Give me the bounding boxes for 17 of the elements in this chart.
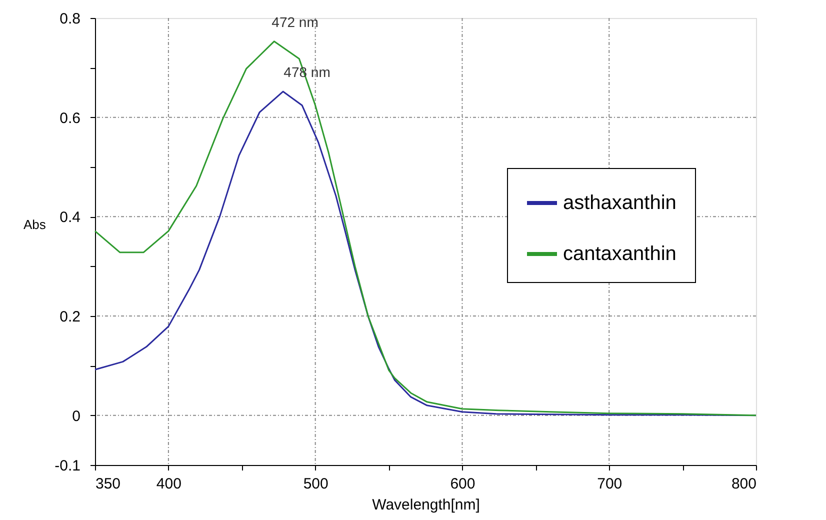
legend-label: cantaxanthin [563,243,676,265]
x-tick-label: 400 [156,476,182,492]
x-axis-title: Wavelength[nm] [372,496,480,514]
x-tick-label: 700 [597,476,622,492]
y-tick-label: 0.2 [60,308,80,326]
y-tick-label: 0.8 [60,10,80,28]
y-tick-label: -0.1 [54,458,80,474]
y-tick-label: 0.4 [60,209,80,226]
x-tick-label: 800 [731,476,756,492]
y-tick-label: 0.6 [60,110,80,127]
y-axis-title: Abs [24,217,46,232]
x-tick-label: 350 [96,476,121,492]
x-tick-label: 500 [303,476,328,492]
legend-label: asthaxanthin [563,192,676,214]
x-tick-label: 600 [450,476,476,492]
annotation: 472 nm [272,14,318,30]
y-tick-label: 0 [72,408,80,425]
